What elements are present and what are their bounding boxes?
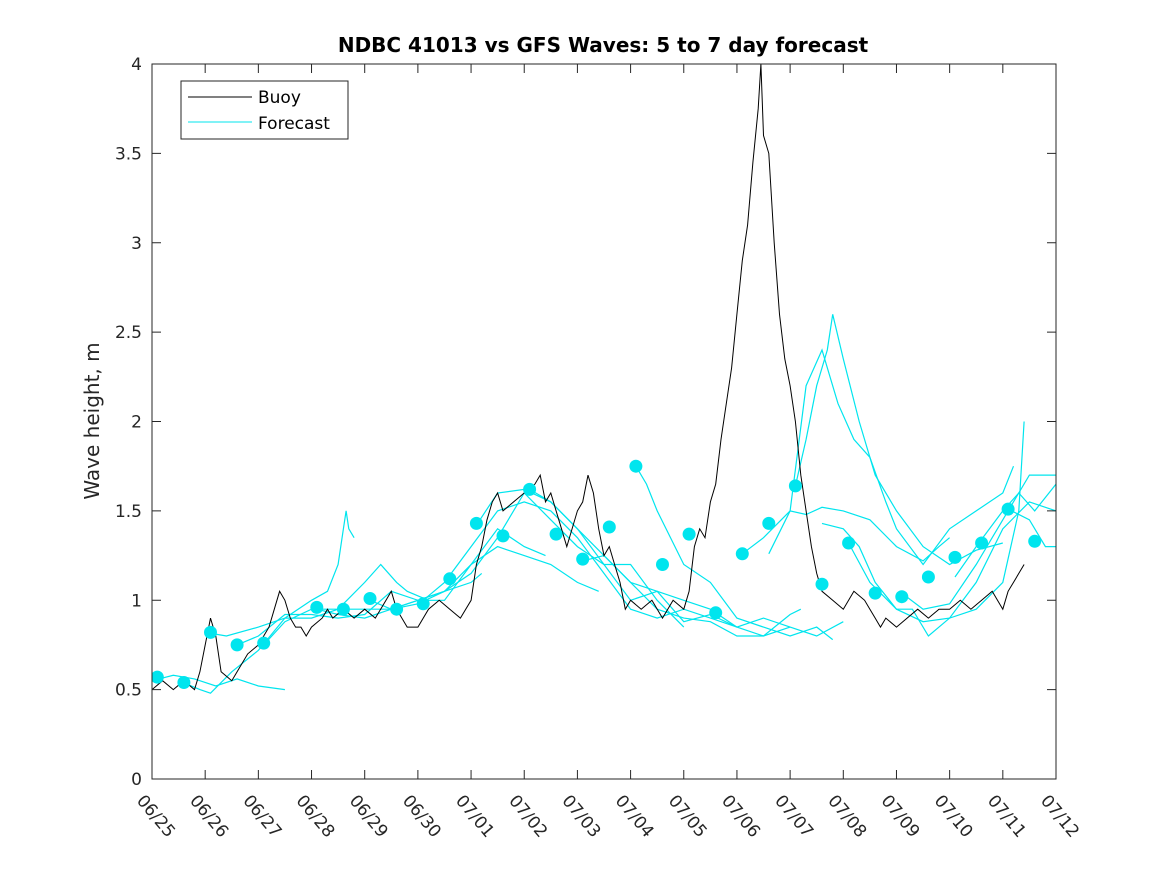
forecast-marker-11: [469, 516, 483, 530]
forecast-marker-18: [656, 558, 669, 571]
forecast-marker-14: [549, 527, 563, 541]
forecast-marker-0: [152, 670, 164, 684]
forecast-marker-8: [390, 602, 404, 616]
forecast-line-15: [821, 421, 1025, 637]
forecast-marker-24: [815, 577, 829, 591]
forecast-line-12: [741, 506, 950, 562]
legend-box: [180, 80, 349, 140]
forecast-marker-3: [230, 638, 244, 652]
forecast-marker-32: [1028, 534, 1042, 548]
x-tick-label-15: 07/10: [930, 791, 977, 841]
y-tick-label-5: 2.5: [115, 323, 142, 343]
forecast-line-0: [152, 674, 285, 691]
x-tick-label-14: 07/09: [877, 791, 924, 841]
x-tick-label-1: 06/26: [185, 791, 232, 841]
forecast-marker-26: [868, 586, 882, 600]
forecast-marker-9: [416, 597, 430, 611]
forecast-line-2: [205, 563, 429, 637]
y-tick-label-0: 0: [131, 770, 142, 790]
forecast-marker-25: [842, 536, 856, 550]
forecast-marker-22: [762, 516, 776, 530]
forecast-line-6: [369, 492, 685, 628]
x-tick-label-8: 07/03: [558, 791, 605, 841]
forecast-marker-10: [443, 572, 457, 586]
forecast-marker-12: [496, 529, 510, 543]
x-tick-label-3: 06/28: [292, 791, 339, 841]
forecast-marker-20: [709, 606, 723, 620]
x-tick-label-7: 07/02: [504, 791, 551, 841]
x-tick-label-5: 06/30: [398, 791, 445, 841]
plot-area: [152, 64, 1056, 694]
forecast-line-4: [263, 527, 546, 646]
forecast-line-17: [901, 474, 1056, 610]
y-tick-label-4: 2: [131, 413, 142, 433]
forecast-line-11: [635, 465, 834, 641]
forecast-marker-29: [948, 550, 962, 564]
x-tick-label-17: 07/12: [1036, 791, 1083, 841]
forecast-line-1: [178, 510, 355, 694]
forecast-line-5: [316, 545, 599, 619]
y-axis-label: Wave height, m: [80, 342, 104, 499]
x-tick-label-12: 07/07: [770, 791, 817, 841]
forecast-marker-2: [204, 625, 217, 639]
forecast-marker-7: [363, 592, 377, 605]
forecast-marker-19: [682, 527, 696, 541]
x-tick-label-10: 07/05: [664, 791, 711, 841]
forecast-marker-31: [1001, 502, 1015, 516]
forecast-marker-5: [310, 600, 324, 614]
legend-buoy-label: Buoy: [258, 88, 301, 108]
forecast-marker-4: [257, 636, 271, 650]
x-tick-label-4: 06/29: [345, 791, 392, 841]
forecast-line-10: [582, 554, 844, 637]
forecast-marker-21: [735, 547, 749, 561]
forecast-line-13: [794, 314, 1003, 566]
forecast-marker-13: [523, 482, 537, 496]
chart-title: NDBC 41013 vs GFS Waves: 5 to 7 day fore…: [338, 33, 869, 57]
y-tick-label-7: 3.5: [115, 144, 142, 164]
forecast-marker-30: [975, 536, 989, 550]
forecast-marker-28: [921, 570, 935, 584]
forecast-marker-23: [788, 479, 802, 493]
forecast-marker-1: [177, 676, 191, 689]
forecast-marker-17: [629, 459, 643, 473]
y-tick-label-2: 1: [131, 591, 142, 611]
y-tick-label-8: 4: [131, 55, 142, 75]
x-axis: 06/25 06/26 06/27 06/28 06/29 06/30 07/01 07/02…: [132, 64, 1083, 842]
forecast-line-19: [1007, 508, 1056, 548]
y-tick-label-6: 3: [131, 234, 142, 254]
forecast-line-14: [768, 348, 1015, 566]
forecast-line-18: [954, 483, 1056, 578]
x-tick-label-11: 07/06: [717, 791, 764, 841]
x-tick-label-6: 07/01: [451, 791, 498, 841]
x-tick-label-0: 06/25: [132, 791, 179, 841]
x-tick-label-16: 07/11: [983, 791, 1030, 841]
forecast-marker-27: [895, 590, 909, 604]
x-tick-label-13: 07/08: [823, 791, 870, 841]
legend: Buoy Forecast: [180, 80, 349, 140]
y-tick-label-3: 1.5: [115, 502, 142, 522]
x-tick-label-2: 06/27: [239, 791, 286, 841]
y-axis: 0 0.5 1 1.5 2 2.5 3 3.5 4: [115, 55, 1056, 790]
forecast-marker-15: [576, 552, 590, 566]
forecast-lines: [152, 314, 1056, 694]
forecast-line-8: [475, 488, 791, 637]
buoy-line: [152, 64, 1025, 691]
plot-frame: [151, 63, 1057, 780]
buoy-series: [152, 64, 1025, 691]
y-tick-label-1: 0.5: [115, 681, 142, 701]
forecast-marker-6: [336, 602, 350, 616]
legend-forecast-label: Forecast: [258, 114, 330, 134]
x-tick-label-9: 07/04: [611, 791, 658, 841]
forecast-markers: [152, 459, 1042, 689]
forecast-marker-16: [602, 520, 616, 534]
